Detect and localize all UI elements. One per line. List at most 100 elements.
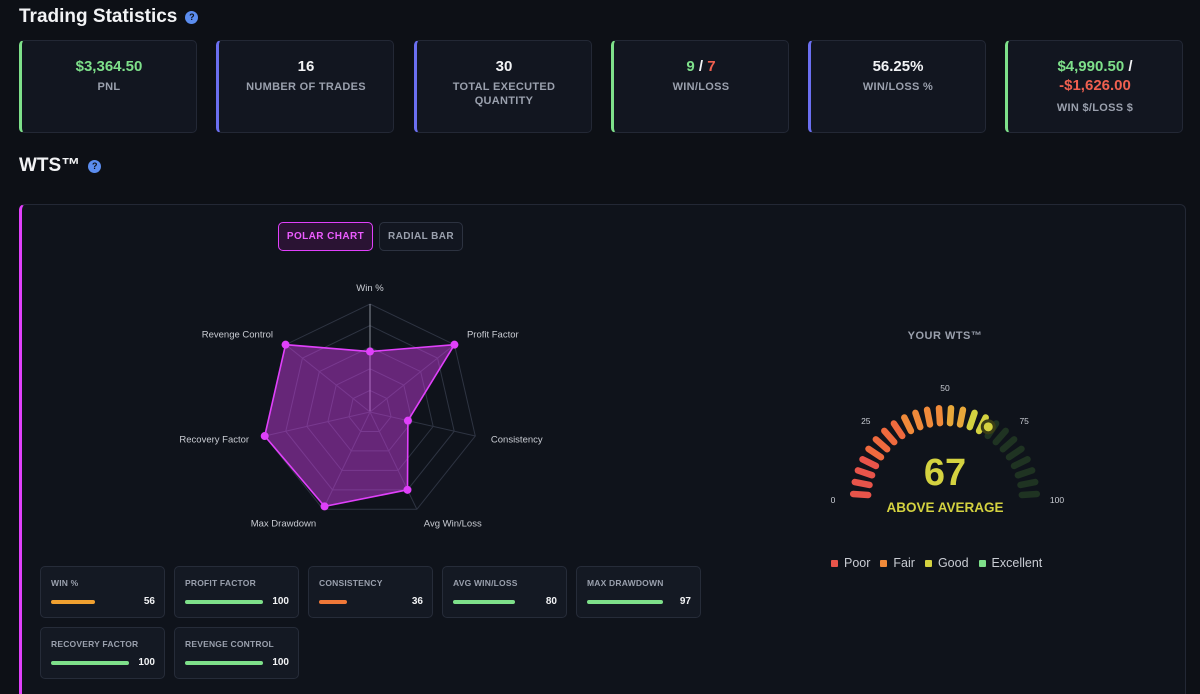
- metric-bar: [185, 600, 263, 604]
- metric-bar: [185, 661, 263, 665]
- radar-axis-label: Max Drawdown: [251, 519, 316, 530]
- metric-card-profit-factor: PROFIT FACTOR 100: [174, 566, 299, 618]
- gauge-tick-label: 25: [861, 416, 871, 426]
- metric-value: 36: [411, 596, 423, 607]
- legend-label: Good: [937, 556, 969, 570]
- tab-radial-bar[interactable]: RADIAL BAR: [379, 222, 463, 251]
- winloss-pct-label: WIN/LOSS %: [862, 81, 934, 93]
- winloss-label: WIN/LOSS: [672, 81, 730, 93]
- winloss-pct-card: 56.25% WIN/LOSS %: [808, 40, 986, 133]
- tab-polar-chart[interactable]: POLAR CHART: [278, 222, 373, 251]
- gauge-segment: [859, 456, 880, 470]
- quantity-card: 30 TOTAL EXECUTED QUANTITY: [414, 40, 592, 133]
- legend-swatch: [924, 559, 932, 567]
- gauge-segment: [901, 414, 915, 435]
- gauge-segment: [1014, 467, 1036, 479]
- radar-point[interactable]: [320, 502, 329, 511]
- legend-label: Fair: [893, 556, 915, 570]
- help-icon[interactable]: ?: [88, 159, 102, 173]
- trading-statistics-title: Trading Statistics ?: [19, 6, 199, 28]
- gauge-segment: [1010, 456, 1031, 470]
- gauge-segment: [872, 436, 891, 453]
- gauge-segment: [854, 467, 876, 479]
- gauge-tick-label: 50: [940, 383, 950, 393]
- metric-card-avg-win-loss: AVG WIN/LOSS 80: [442, 566, 567, 618]
- metric-card-win: WIN % 56: [40, 566, 165, 618]
- your-wts-label: YOUR WTS™: [907, 330, 983, 342]
- wts-gauge: 0 25 50 75 100: [831, 383, 1065, 505]
- quantity-value: 30: [495, 58, 513, 75]
- radar-point[interactable]: [403, 416, 412, 425]
- radar-point[interactable]: [450, 340, 459, 349]
- metric-card-recovery-factor: RECOVERY FACTOR 100: [40, 627, 165, 679]
- gauge-marker: [980, 419, 996, 435]
- metric-card-max-drawdown: MAX DRAWDOWN 97: [576, 566, 701, 618]
- legend-swatch: [831, 559, 838, 567]
- win-amount: $4,990.50: [1057, 58, 1125, 75]
- metric-label: CONSISTENCY: [319, 578, 383, 588]
- legend-item-poor: Poor: [831, 556, 870, 570]
- losses-count: 7: [707, 58, 716, 75]
- gauge-tick-label: 75: [1019, 416, 1029, 426]
- gauge-legend: Poor Fair Good Excellent: [831, 556, 1042, 570]
- radar-axis-line: [322, 411, 371, 510]
- pnl-card: $3,364.50 PNL: [19, 40, 197, 133]
- radar-axis-label: Avg Win/Loss: [424, 519, 482, 530]
- radar-point[interactable]: [281, 340, 290, 349]
- gauge-tick-label: 0: [831, 495, 836, 505]
- metric-bar: [51, 661, 129, 665]
- radar-point[interactable]: [366, 347, 374, 356]
- gauge-segment: [946, 404, 955, 427]
- metric-value: 100: [138, 657, 155, 668]
- metric-bar: [587, 600, 663, 604]
- gauge-tick-label: 100: [1050, 495, 1064, 505]
- metric-value: 100: [272, 657, 289, 668]
- winloss-pct-value: 56.25%: [872, 58, 924, 75]
- quantity-label: TOTAL EXECUTED QUANTITY: [452, 81, 556, 107]
- winloss-value: 9 / 7: [614, 57, 788, 76]
- gauge-segment: [923, 406, 934, 428]
- pnl-label: PNL: [97, 81, 121, 93]
- amount-separator: /: [1124, 58, 1133, 75]
- metric-value: 97: [679, 596, 691, 607]
- gauge-segment: [1018, 490, 1041, 499]
- winloss-separator: /: [694, 58, 708, 75]
- wts-section-title: WTS™ ?: [19, 155, 102, 177]
- gauge-segment: [1017, 478, 1039, 489]
- gauge-segment: [890, 420, 906, 440]
- winloss-amount-value: $4,990.50 / -$1,626.00: [1008, 57, 1182, 95]
- radar-series-area: [263, 343, 456, 508]
- metric-label: PROFIT FACTOR: [185, 578, 256, 588]
- metric-label: MAX DRAWDOWN: [587, 578, 664, 588]
- trades-value: 16: [297, 58, 315, 75]
- metric-value: 100: [272, 596, 289, 607]
- metric-card-consistency: CONSISTENCY 36: [308, 566, 433, 618]
- wts-title: WTS™: [19, 155, 81, 176]
- trades-card: 16 NUMBER OF TRADES: [216, 40, 394, 133]
- polar-chart: Win % Profit Factor Consistency Avg Win/Los…: [179, 283, 542, 530]
- metric-bar: [319, 600, 348, 604]
- winloss-card: 9 / 7 WIN/LOSS: [611, 40, 789, 133]
- gauge-segment: [956, 406, 967, 428]
- metric-card-revenge-control: REVENGE CONTROL 100: [174, 627, 299, 679]
- radar-axis-label: Win %: [356, 283, 384, 294]
- radar-point[interactable]: [260, 432, 269, 441]
- gauge-segment: [992, 427, 1009, 446]
- page-title: Trading Statistics: [19, 6, 178, 27]
- radar-axis-line: [285, 344, 371, 413]
- gauge-segment: [851, 478, 873, 489]
- gauge-segment: [966, 409, 978, 431]
- radar-axis-label: Revenge Control: [202, 330, 273, 341]
- legend-item-fair: Fair: [880, 556, 915, 570]
- help-icon[interactable]: ?: [185, 10, 199, 24]
- gauge-segment: [935, 404, 944, 427]
- gauge-segment: [881, 427, 898, 446]
- legend-item-good: Good: [924, 556, 969, 570]
- metric-label: WIN %: [51, 578, 79, 588]
- metric-value: 56: [143, 596, 155, 607]
- radar-grid-ring: [327, 368, 413, 452]
- legend-label: Excellent: [991, 556, 1043, 570]
- radar-point[interactable]: [403, 485, 412, 494]
- radar-axis-label: Profit Factor: [467, 330, 519, 341]
- radar-grid-ring: [285, 325, 455, 491]
